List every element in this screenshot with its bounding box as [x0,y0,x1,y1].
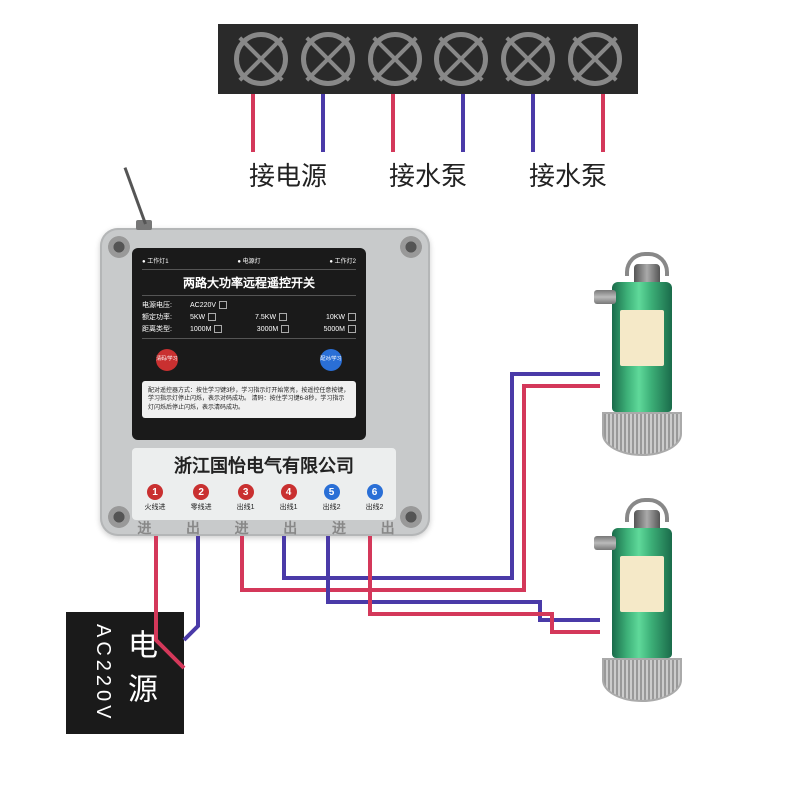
led-indicator-row: ● 工作灯1 ● 电源灯 ● 工作灯2 [142,256,356,265]
pump-cap [634,264,660,282]
spec-row: 距离类型:1000M3000M5000M [142,324,356,334]
terminal-group-label: 接水泵 [358,156,498,193]
inout-label: 出 [381,518,395,538]
port-number-row: 1火线进 2零线进 3出线1 4出线1 5出线2 6出线2 [132,484,396,512]
wire-port: 2零线进 [191,484,212,512]
control-face-panel: ● 工作灯1 ● 电源灯 ● 工作灯2 两路大功率远程遥控开关 电源电压:AC220… [132,248,366,440]
terminal-screw [301,32,355,86]
wire-port: 3出线1 [237,484,255,512]
terminal-group-label: 接水泵 [498,156,638,193]
pump-nameplate [620,310,664,366]
terminal-strip [218,24,638,94]
inout-label: 出 [186,518,200,538]
company-name: 浙江国怡电气有限公司 [132,452,396,478]
terminal-screw [434,32,488,86]
terminal-screw [501,32,555,86]
pump-strainer-base [602,412,682,456]
in-out-label-row: 进出进出进出 [120,518,412,538]
power-label-cn: 电源 [120,629,159,717]
antenna [124,167,147,224]
terminal-group-label: 接电源 [218,156,358,193]
pump-outlet [594,290,616,304]
pair-learn-button[interactable]: 配对/学习 [320,349,342,371]
pump-body [612,528,672,658]
terminal-screw [234,32,288,86]
inout-label: 进 [235,518,249,538]
ac-power-source: AC220V 电源 [66,612,184,734]
wire-port: 1火线进 [145,484,166,512]
pump-outlet [594,536,616,550]
pump-cap [634,510,660,528]
spec-row: 额定功率:5KW7.5KW10KW [142,312,356,322]
terminal-screw [568,32,622,86]
pump-body [612,282,672,412]
submersible-pump [612,528,682,702]
wiring-diagram: 接电源接水泵接水泵 ● 工作灯1● 电源灯● 工作灯2 两路大功率远程遥控开关 … [0,0,800,800]
company-port-panel: 浙江国怡电气有限公司 1火线进 2零线进 3出线1 4出线1 5出线2 6出线2 [132,448,396,520]
clear-learn-button[interactable]: 清码/学习 [156,349,178,371]
inout-label: 进 [332,518,346,538]
terminal-screw [368,32,422,86]
power-voltage: AC220V [91,624,114,723]
wire-port: 5出线2 [323,484,341,512]
wire-port: 6出线2 [366,484,384,512]
submersible-pump [612,282,682,456]
terminal-labels-row: 接电源接水泵接水泵 [218,156,638,193]
pump-nameplate [620,556,664,612]
wire-port: 4出线1 [280,484,298,512]
spec-row: 电源电压:AC220V [142,300,356,310]
mount-hole [108,236,130,258]
led-indicator-label: ● 电源灯 [237,256,260,265]
inout-label: 出 [283,518,297,538]
inout-label: 进 [137,518,151,538]
mount-hole [400,236,422,258]
led-indicator-label: ● 工作灯2 [329,256,356,265]
product-title: 两路大功率远程遥控开关 [142,269,356,296]
instructions-text: 配对遥控器方式：按住学习键3秒，学习指示灯开始常亮，按遥控任意按键，学习指示灯停… [142,381,356,418]
led-indicator-label: ● 工作灯1 [142,256,169,265]
pump-strainer-base [602,658,682,702]
